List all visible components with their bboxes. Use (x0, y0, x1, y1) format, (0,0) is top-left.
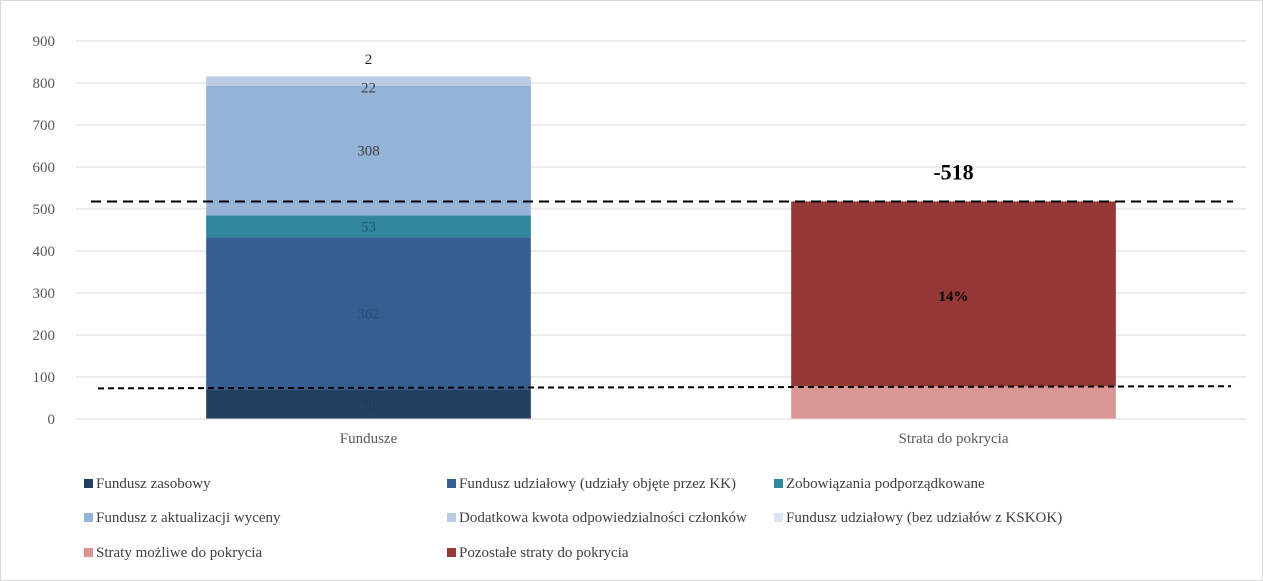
y-tick-label-0: 0 (48, 412, 56, 428)
legend-marker-8 (447, 548, 456, 557)
y-tick-label-400: 400 (33, 244, 56, 260)
legend-marker-7 (84, 548, 93, 557)
bars (206, 75, 1116, 419)
legend: Fundusz zasobowy Fundusz udziałowy (udzia… (84, 476, 1062, 561)
legend-label-3: Zobowiązania podporządkowane (786, 476, 985, 492)
reference-line-2 (97, 385, 1232, 390)
data-label-s2-c1: 362 (357, 307, 380, 323)
bar-s8-c2 (791, 201, 1116, 387)
axes: 0 100 200 300 400 500 600 700 800 900 Fundusze Stra… (33, 34, 1246, 447)
legend-label-6: Fundusz udziałowy (bez udziałów z KSKOK) (786, 510, 1062, 526)
legend-label-5: Dodatkowa kwota odpowiedzialności członk… (459, 510, 747, 526)
data-label-s4-c1: 308 (357, 144, 380, 160)
data-label-s6-c1: 2 (365, 52, 373, 68)
reference-lines (91, 200, 1233, 390)
data-label-s8-c2: 14% (939, 289, 969, 305)
y-tick-label-200: 200 (33, 328, 56, 344)
x-tick-label-1: Fundusze (340, 431, 398, 447)
x-tick-label-2: Strata do pokrycia (899, 431, 1009, 447)
data-label-s1-c1: 70 (361, 397, 376, 413)
legend-marker-1 (84, 479, 93, 488)
bar-s5-c1 (206, 76, 531, 86)
legend-label-1: Fundusz zasobowy (96, 476, 211, 492)
legend-label-7: Straty możliwe do pokrycia (96, 545, 263, 561)
bar-s1-c1 (206, 389, 531, 419)
legend-marker-3 (774, 479, 783, 488)
annotation-1: -518 (933, 159, 973, 184)
y-tick-label-300: 300 (33, 286, 56, 302)
legend-label-8: Pozostałe straty do pokrycia (459, 545, 629, 561)
y-tick-label-500: 500 (33, 202, 56, 218)
legend-label-4: Fundusz z aktualizacji wyceny (96, 510, 281, 526)
bar-s7-c2 (791, 386, 1116, 419)
legend-marker-5 (447, 513, 456, 522)
y-tick-label-900: 900 (33, 34, 56, 50)
legend-marker-2 (447, 479, 456, 488)
y-tick-label-600: 600 (33, 160, 56, 176)
legend-marker-4 (84, 513, 93, 522)
data-label-s5-c1: 22 (361, 80, 376, 96)
bar-s2-c1 (206, 237, 531, 390)
legend-marker-6 (774, 513, 783, 522)
bar-s6-c1 (206, 75, 531, 77)
data-label-s3-c1: 53 (361, 219, 376, 235)
legend-label-2: Fundusz udziałowy (udziały objęte przez … (459, 476, 736, 492)
bar-s4-c1 (206, 85, 531, 216)
bar-s3-c1 (206, 215, 531, 238)
y-tick-label-800: 800 (33, 76, 56, 92)
y-tick-label-100: 100 (33, 370, 56, 386)
y-tick-label-700: 700 (33, 118, 56, 134)
